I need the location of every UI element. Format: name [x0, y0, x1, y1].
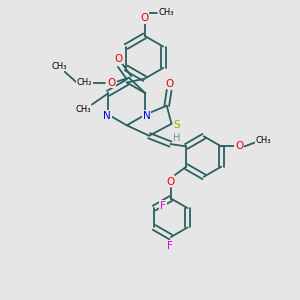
Text: F: F: [160, 201, 166, 211]
Text: CH₃: CH₃: [256, 136, 271, 145]
Text: O: O: [115, 54, 123, 64]
Text: O: O: [140, 13, 149, 23]
Text: F: F: [167, 241, 173, 251]
Text: O: O: [107, 77, 115, 88]
Text: CH₃: CH₃: [158, 8, 174, 17]
Text: S: S: [173, 120, 180, 130]
Text: CH₂: CH₂: [77, 78, 92, 87]
Text: O: O: [165, 79, 173, 89]
Text: CH₃: CH₃: [75, 105, 91, 114]
Text: O: O: [167, 176, 175, 187]
Text: H: H: [173, 133, 181, 142]
Text: CH₃: CH₃: [52, 62, 68, 71]
Text: O: O: [235, 141, 243, 152]
Text: N: N: [143, 111, 150, 121]
Text: N: N: [103, 111, 111, 121]
